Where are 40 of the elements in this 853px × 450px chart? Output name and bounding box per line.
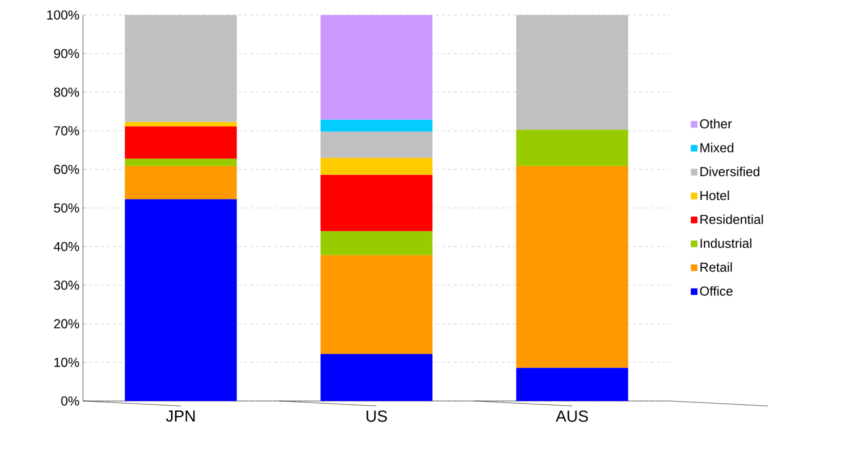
y-tick-label: 50% xyxy=(54,203,80,213)
y-tick-label: 10% xyxy=(54,358,80,367)
bar xyxy=(516,368,628,401)
y-tick-label: 0% xyxy=(61,396,80,406)
bar xyxy=(124,199,237,401)
legend-label: Other xyxy=(700,118,732,128)
legend-label: Hotel xyxy=(700,190,729,200)
x-tick-label: US xyxy=(366,410,387,422)
bar xyxy=(320,174,432,232)
bar xyxy=(124,126,237,159)
bar xyxy=(124,14,237,122)
bar xyxy=(516,166,628,368)
y-tick-label: 60% xyxy=(54,164,80,174)
legend-label: Office xyxy=(700,286,733,296)
y-tick-label: 70% xyxy=(54,126,80,136)
legend-label: Industrial xyxy=(700,238,752,248)
bar xyxy=(320,231,432,256)
y-tick-label: 100% xyxy=(47,10,80,20)
y-tick-label: 20% xyxy=(54,319,80,328)
bar xyxy=(320,255,432,354)
legend-label: Retail xyxy=(700,262,732,272)
bar xyxy=(516,14,628,130)
y-tick-label: 90% xyxy=(54,48,80,58)
bar xyxy=(320,120,432,132)
legend-label: Residential xyxy=(700,214,763,224)
bar xyxy=(516,130,628,166)
bar xyxy=(320,14,432,120)
bar xyxy=(320,158,432,175)
legend-label: Mixed xyxy=(700,142,734,152)
bar xyxy=(320,354,432,401)
y-tick-label: 80% xyxy=(54,88,80,97)
bar xyxy=(124,166,237,200)
legend-label: Diversified xyxy=(700,166,760,176)
bar xyxy=(124,158,237,166)
x-tick-label: JPN xyxy=(166,410,195,422)
bar xyxy=(320,132,432,158)
y-tick-label: 30% xyxy=(54,280,80,290)
x-tick-label: AUS xyxy=(556,410,588,422)
bar xyxy=(124,122,237,127)
y-tick-label: 40% xyxy=(54,242,80,252)
